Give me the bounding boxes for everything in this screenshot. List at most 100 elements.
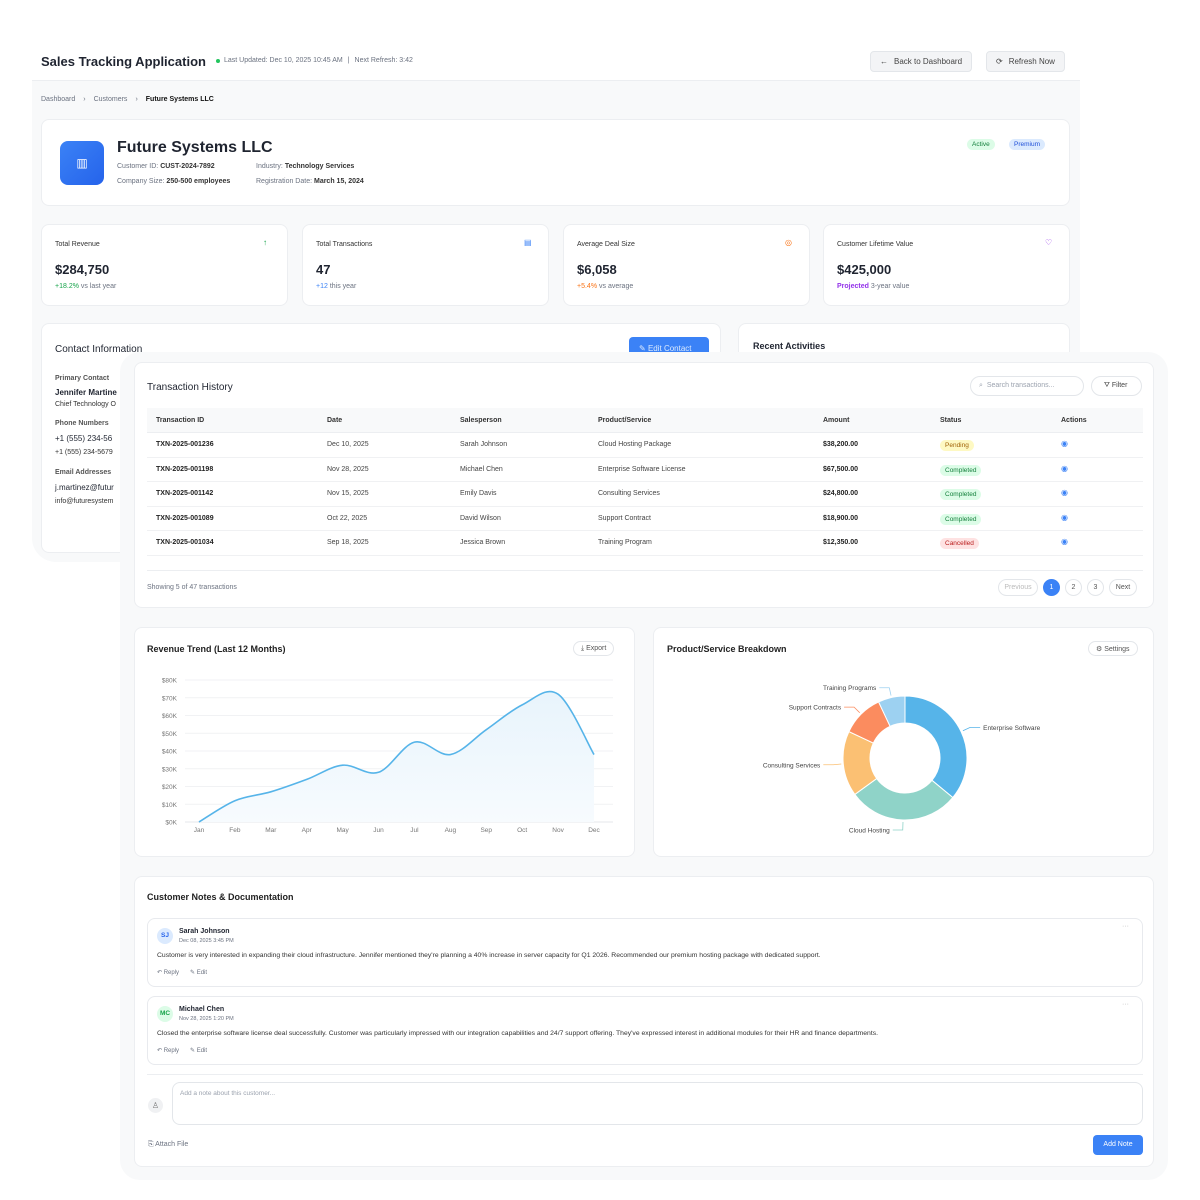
size-label: Company Size: bbox=[117, 178, 165, 185]
y-tick-label: $40K bbox=[162, 749, 178, 756]
txn-date: Nov 28, 2025 bbox=[327, 465, 369, 473]
view-eye-icon[interactable]: ◉ bbox=[1061, 537, 1068, 547]
stat-label: Average Deal Size bbox=[577, 241, 635, 248]
previous-button[interactable]: Previous bbox=[998, 579, 1038, 596]
stat-label: Total Revenue bbox=[55, 241, 100, 248]
column-header[interactable]: Amount bbox=[823, 417, 850, 424]
column-header[interactable]: Date bbox=[327, 417, 343, 424]
transaction-history-card: Transaction History ⌕ Search transaction… bbox=[134, 362, 1154, 608]
txn-date: Dec 10, 2025 bbox=[327, 441, 369, 448]
page-1-button[interactable]: 1 bbox=[1043, 579, 1060, 596]
detail-panel: Transaction History ⌕ Search transaction… bbox=[120, 352, 1168, 1180]
y-tick-label: $30K bbox=[162, 766, 178, 773]
search-transactions-input[interactable]: ⌕ Search transactions... bbox=[970, 376, 1084, 396]
table-row[interactable]: TXN-2025-001198 Nov 28, 2025 Michael Chen E… bbox=[147, 458, 1143, 483]
add-note-button[interactable]: Add Note bbox=[1093, 1135, 1143, 1155]
column-header[interactable]: Status bbox=[940, 417, 962, 424]
edit-note-button[interactable]: ✎ Edit bbox=[190, 1048, 208, 1054]
x-tick-label: Mar bbox=[265, 827, 277, 834]
stat-value: $6,058 bbox=[577, 262, 617, 277]
status-badge: Completed bbox=[940, 464, 982, 476]
txn-id: TXN-2025-001236 bbox=[156, 441, 214, 448]
author-avatar: MC bbox=[157, 1006, 173, 1022]
x-tick-label: Dec bbox=[588, 827, 600, 834]
view-eye-icon[interactable]: ◉ bbox=[1061, 512, 1068, 522]
more-options-icon[interactable]: ··· bbox=[1122, 923, 1129, 930]
reply-button[interactable]: ↶ Reply bbox=[157, 1048, 180, 1054]
page-2-button[interactable]: 2 bbox=[1065, 579, 1082, 596]
refresh-now-button[interactable]: ⟳ Refresh Now bbox=[986, 51, 1065, 72]
table-row[interactable]: TXN-2025-001142 Nov 15, 2025 Emily Davis Co… bbox=[147, 482, 1143, 507]
amount: $38,200.00 bbox=[823, 441, 859, 448]
product: Cloud Hosting Package bbox=[598, 441, 672, 448]
note-text: Customer is very interested in expanding… bbox=[157, 952, 821, 959]
column-header[interactable]: Transaction ID bbox=[156, 417, 205, 424]
table-row[interactable]: TXN-2025-001089 Oct 22, 2025 David Wilson S… bbox=[147, 507, 1143, 532]
next-refresh: Next Refresh: 3:42 bbox=[354, 57, 413, 64]
page-3-button[interactable]: 3 bbox=[1087, 579, 1104, 596]
donut-slice[interactable] bbox=[904, 695, 968, 799]
filter-button[interactable]: ⛛ Filter bbox=[1091, 376, 1142, 396]
product-donut-chart: Enterprise Software Cloud Hosting Consulti… bbox=[763, 685, 1041, 834]
stat-card: Total Revenue ↑ $284,750 +18.2% vs last … bbox=[41, 224, 288, 306]
view-eye-icon[interactable]: ◉ bbox=[1061, 439, 1068, 448]
stat-value: 47 bbox=[316, 262, 331, 277]
phone-2[interactable]: +1 (555) 234-5679 bbox=[55, 449, 113, 456]
stat-card: Total Transactions ▤ 47 +12 this year bbox=[302, 224, 549, 306]
y-tick-label: $70K bbox=[162, 695, 178, 702]
breadcrumb-dashboard[interactable]: Dashboard bbox=[41, 96, 76, 103]
settings-button[interactable]: ⚙ Settings bbox=[1088, 641, 1138, 656]
app-header: Sales Tracking Application Last Updated:… bbox=[32, 40, 1080, 81]
x-tick-label: May bbox=[336, 827, 349, 834]
note-text: Closed the enterprise software license d… bbox=[157, 1030, 879, 1037]
txn-id: TXN-2025-001034 bbox=[156, 539, 214, 547]
export-button[interactable]: ⤓ Export bbox=[573, 641, 615, 656]
email-2[interactable]: info@futuresystem bbox=[55, 498, 114, 505]
emails-label: Email Addresses bbox=[55, 469, 112, 476]
note-item: SJ Sarah Johnson Dec 08, 2025 3:45 PM Cu… bbox=[147, 918, 1143, 987]
back-to-dashboard-button[interactable]: ← Back to Dashboard bbox=[870, 51, 973, 72]
pencil-icon: ✎ bbox=[639, 344, 646, 353]
x-tick-label: Jan bbox=[194, 827, 205, 834]
view-eye-icon[interactable]: ◉ bbox=[1061, 463, 1068, 473]
donut-slice[interactable] bbox=[877, 695, 906, 727]
slice-label: Enterprise Software bbox=[983, 725, 1040, 732]
status-badge: Completed bbox=[940, 513, 982, 525]
next-button[interactable]: Next bbox=[1109, 579, 1137, 596]
salesperson: Sarah Johnson bbox=[460, 441, 508, 448]
table-row[interactable]: TXN-2025-001034 Sep 18, 2025 Jessica Brown… bbox=[147, 531, 1143, 556]
edit-note-button[interactable]: ✎ Edit bbox=[190, 970, 208, 976]
reply-button[interactable]: ↶ Reply bbox=[157, 970, 180, 976]
view-eye-icon[interactable]: ◉ bbox=[1061, 488, 1068, 498]
x-tick-label: Jul bbox=[410, 827, 419, 834]
edit-label: Edit bbox=[196, 970, 208, 976]
stat-value: $284,750 bbox=[55, 262, 110, 277]
product-breakdown-card: Product/Service Breakdown ⚙ Settings Ent… bbox=[653, 627, 1154, 857]
breakdown-title: Product/Service Breakdown bbox=[667, 644, 787, 654]
y-tick-label: $0K bbox=[165, 820, 177, 827]
donut-slice[interactable] bbox=[854, 777, 954, 821]
contact-role: Chief Technology O bbox=[55, 401, 116, 408]
txn-date: Sep 18, 2025 bbox=[327, 539, 369, 547]
email-1[interactable]: j.martinez@futur bbox=[55, 483, 114, 492]
column-header[interactable]: Actions bbox=[1061, 417, 1087, 424]
breadcrumb-customers[interactable]: Customers bbox=[93, 96, 128, 103]
industry-label: Industry: bbox=[256, 163, 283, 170]
stat-label: Total Transactions bbox=[316, 241, 373, 248]
attach-file-button[interactable]: ⎘ Attach File bbox=[148, 1141, 188, 1149]
filter-icon: ⛛ bbox=[1104, 382, 1110, 389]
breadcrumb: Dashboard › Customers › Future Systems LLC bbox=[41, 96, 214, 103]
table-row[interactable]: TXN-2025-001236 Dec 10, 2025 Sarah Johnson… bbox=[147, 433, 1143, 458]
stat-value: $425,000 bbox=[837, 262, 892, 277]
separator: | bbox=[347, 57, 350, 64]
note-textarea[interactable]: Add a note about this customer... bbox=[172, 1082, 1143, 1125]
column-header[interactable]: Salesperson bbox=[460, 417, 502, 424]
column-header[interactable]: Product/Service bbox=[598, 417, 652, 424]
note-placeholder: Add a note about this customer... bbox=[180, 1090, 276, 1097]
more-options-icon[interactable]: ··· bbox=[1122, 1001, 1129, 1008]
activities-title: Recent Activities bbox=[753, 341, 826, 351]
phone-1[interactable]: +1 (555) 234-56 bbox=[55, 434, 113, 443]
app-title: Sales Tracking Application bbox=[41, 54, 206, 69]
last-updated: Last Updated: Dec 10, 2025 10:45 AM bbox=[224, 57, 343, 64]
table-header bbox=[147, 408, 1143, 433]
